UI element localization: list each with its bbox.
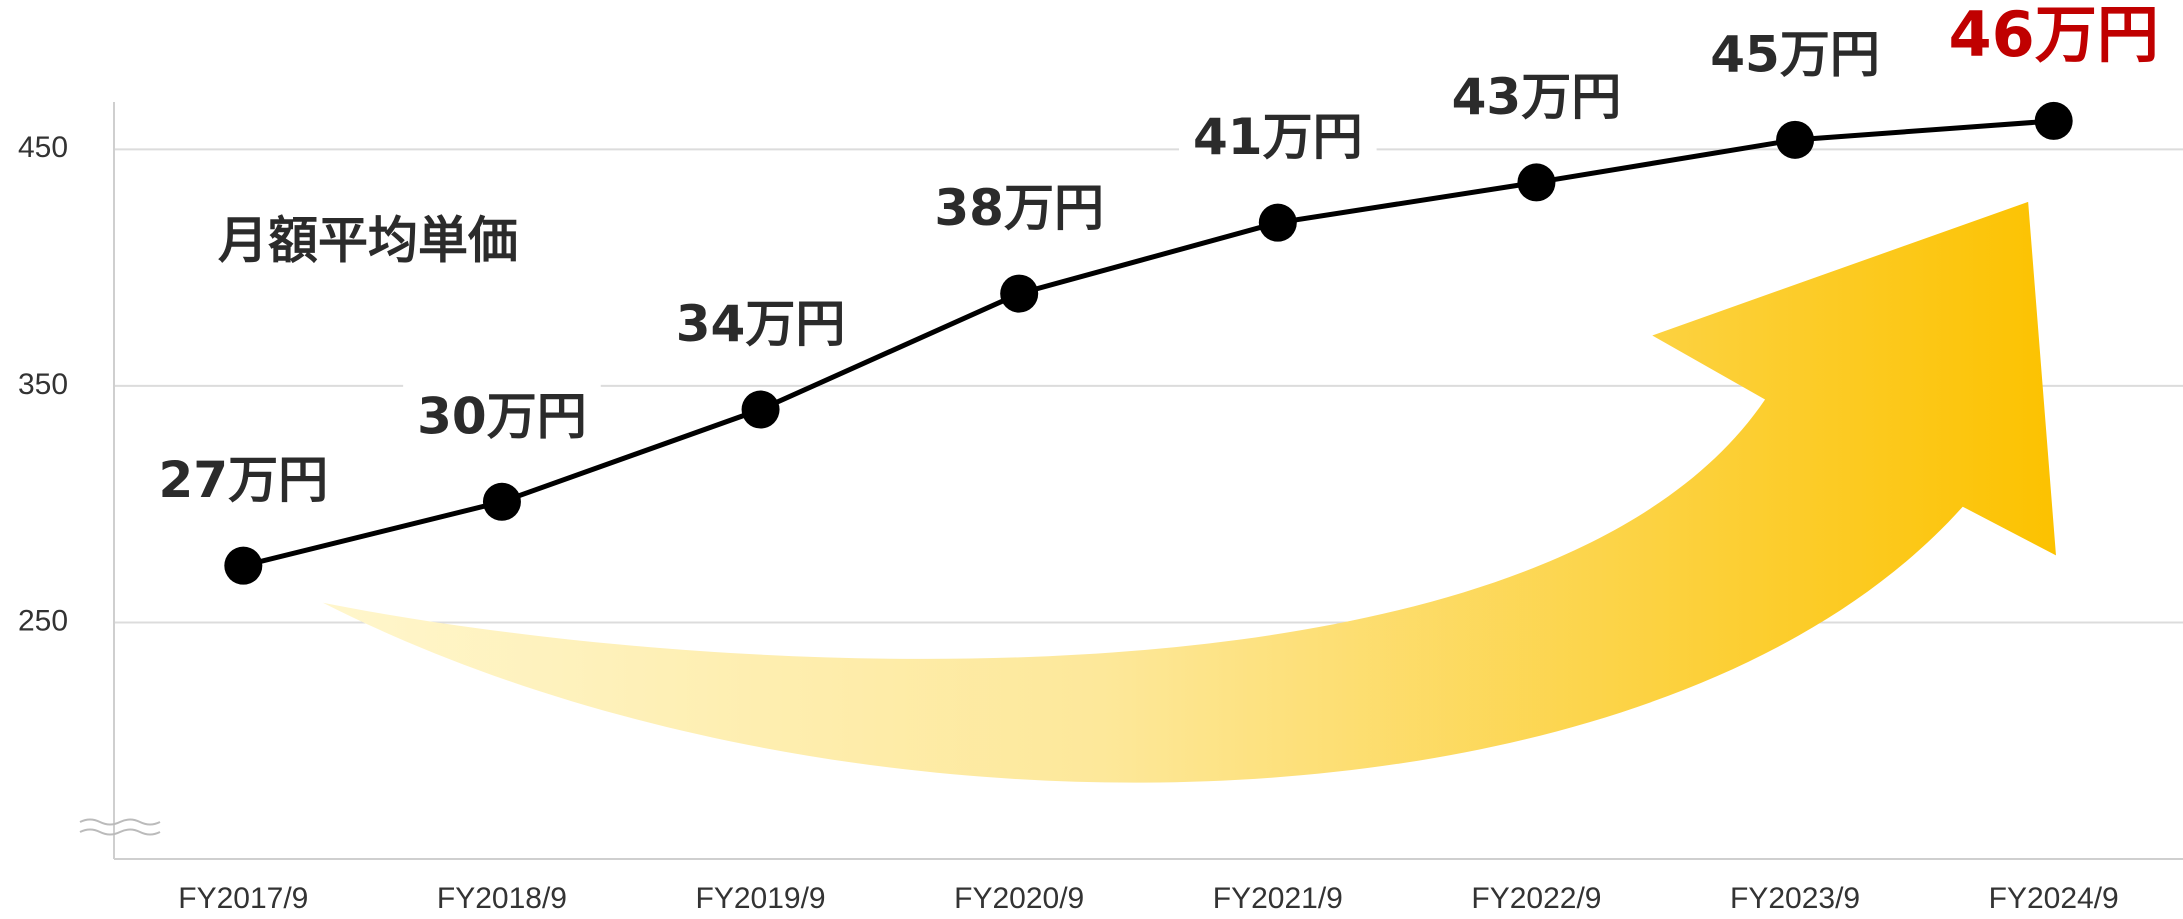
point-label: 43万円 <box>1452 68 1622 126</box>
point-label-bg <box>1437 63 1636 130</box>
data-point <box>482 482 521 521</box>
data-point <box>1776 120 1815 159</box>
point-label: 38万円 <box>934 179 1104 237</box>
point-label-bg <box>920 175 1118 242</box>
data-point <box>1000 274 1039 313</box>
data-point <box>741 390 780 429</box>
data-point <box>2034 101 2073 140</box>
point-label-bg <box>144 447 343 514</box>
data-point <box>1517 163 1556 202</box>
growth-arrow <box>322 201 2056 783</box>
point-label: 46万円 <box>1949 0 2159 71</box>
data-line <box>242 118 2054 569</box>
y-tick-label: 350 <box>18 368 68 401</box>
data-point <box>1258 203 1297 242</box>
point-label: 30万円 <box>417 387 587 445</box>
x-tick-label: FY2023/9 <box>1730 882 1860 915</box>
point-label-bg <box>661 291 860 358</box>
point-label: 27万円 <box>159 451 329 509</box>
point-label-bg <box>1179 104 1377 171</box>
y-tick-label: 250 <box>18 604 68 637</box>
y-tick-label: 450 <box>18 131 68 164</box>
x-tick-label: FY2020/9 <box>954 882 1084 915</box>
x-tick-label: FY2021/9 <box>1213 882 1343 915</box>
x-tick-label: FY2022/9 <box>1471 882 1601 915</box>
x-tick-label: FY2024/9 <box>1989 882 2119 915</box>
point-label: 34万円 <box>676 295 846 353</box>
axis-break <box>79 818 161 836</box>
point-label: 45万円 <box>1710 25 1880 83</box>
point-label-bg <box>1934 0 2173 76</box>
data-point <box>224 546 263 585</box>
point-label: 41万円 <box>1193 108 1363 166</box>
chart-title: 月額平均単価 <box>218 212 518 270</box>
point-label-bg <box>403 383 601 450</box>
x-tick-label: FY2018/9 <box>437 882 567 915</box>
point-label-bg <box>1696 21 1894 88</box>
x-tick-label: FY2017/9 <box>178 882 308 915</box>
x-tick-label: FY2019/9 <box>696 882 826 915</box>
